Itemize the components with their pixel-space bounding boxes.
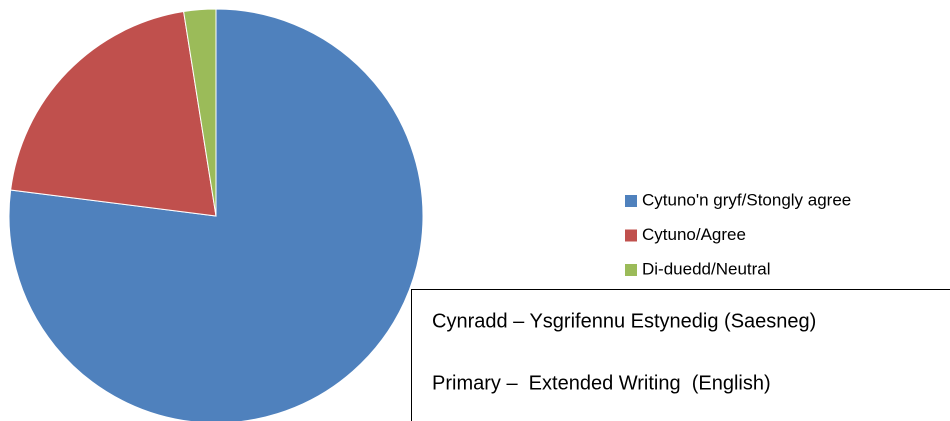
legend-swatch <box>625 195 637 207</box>
legend: Cytuno'n gryf/Stongly agree Cytuno/Agree D… <box>625 190 851 278</box>
pie <box>8 8 424 421</box>
legend-swatch <box>625 264 637 276</box>
legend-label: Cytuno'n gryf/Stongly agree <box>642 190 851 209</box>
pie-slice <box>183 8 217 217</box>
legend-label: Di-duedd/Neutral <box>642 259 771 278</box>
legend-swatch <box>625 229 637 242</box>
legend-label: Cytuno/Agree <box>642 225 746 244</box>
pie-slice <box>10 10 217 217</box>
text-box <box>411 289 950 421</box>
pie-slice <box>8 8 424 421</box>
annotation: Primary – Extended Writing (English) <box>432 372 771 394</box>
annotation: Cynradd – Ysgrifennu Estynedig (Saesneg) <box>432 310 816 332</box>
